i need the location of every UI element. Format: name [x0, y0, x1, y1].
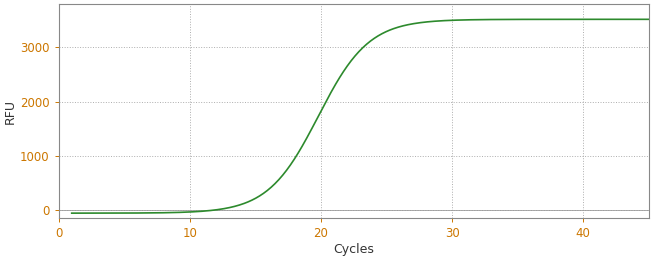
X-axis label: Cycles: Cycles	[333, 243, 374, 256]
Y-axis label: RFU: RFU	[4, 99, 17, 124]
